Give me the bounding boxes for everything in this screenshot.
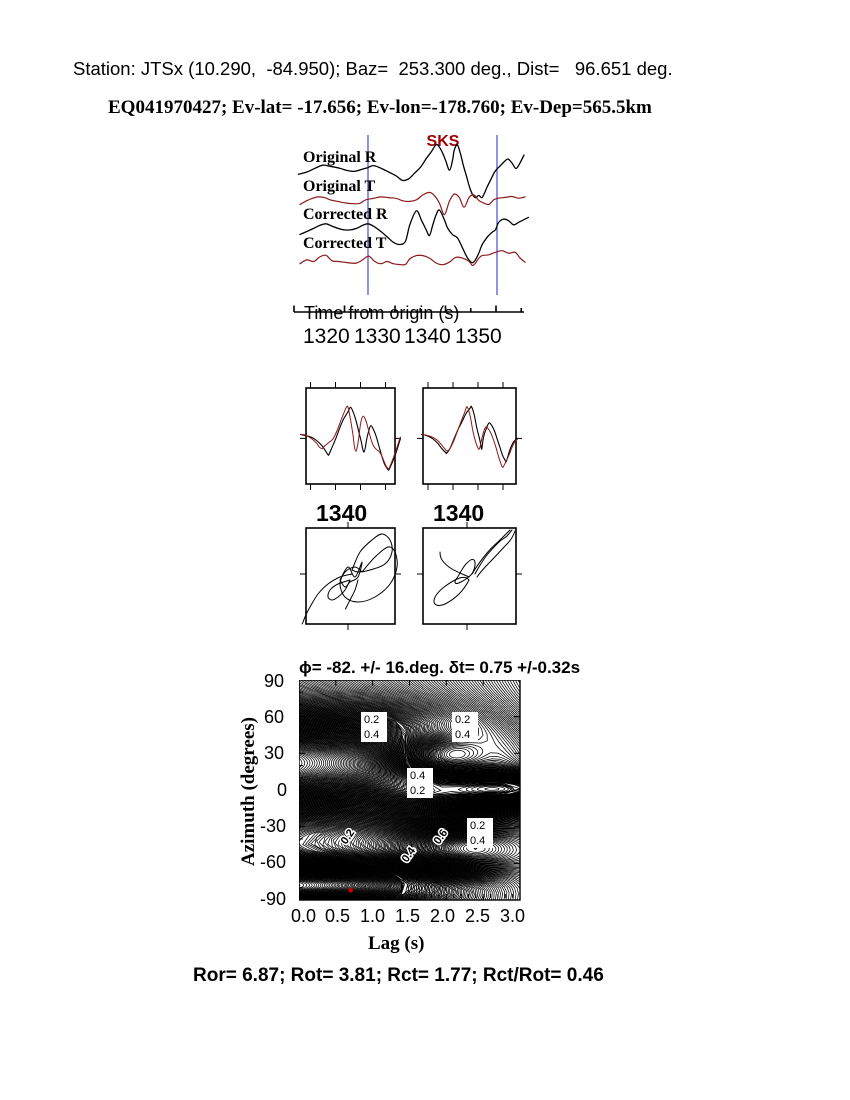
svg-text:0.2: 0.2: [364, 714, 379, 726]
svg-text:0.2: 0.2: [410, 785, 425, 797]
svg-text:0.4: 0.4: [410, 770, 425, 782]
svg-text:0.4: 0.4: [470, 835, 485, 847]
svg-text:0.4: 0.4: [364, 729, 379, 741]
svg-text:0.2: 0.2: [470, 820, 485, 832]
svg-text:0.2: 0.2: [455, 714, 470, 726]
svg-text:0.4: 0.4: [455, 729, 470, 741]
